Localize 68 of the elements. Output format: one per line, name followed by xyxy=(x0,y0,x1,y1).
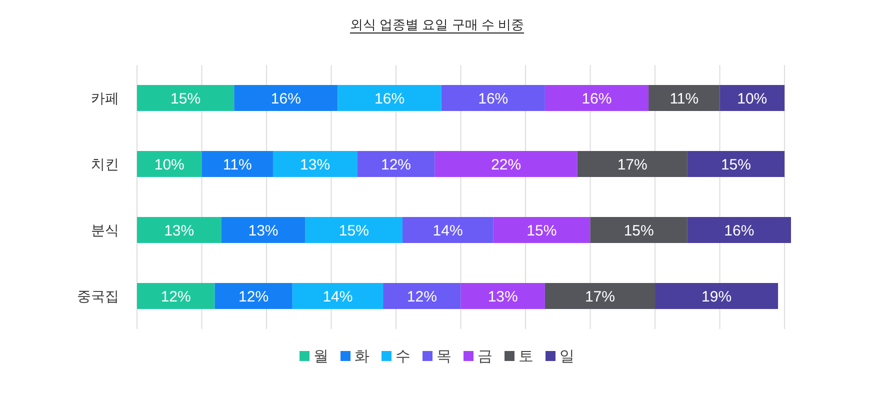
data-label: 17% xyxy=(617,156,648,174)
legend-label: 금 xyxy=(478,348,492,365)
data-label: 11% xyxy=(670,90,699,108)
bar xyxy=(687,217,791,243)
data-label: 10% xyxy=(154,156,184,174)
bar xyxy=(305,217,402,243)
bar xyxy=(214,283,292,309)
legend-label: 월 xyxy=(314,348,328,365)
legend-label: 목 xyxy=(436,348,452,365)
y-tick-label: 치킨 xyxy=(91,156,119,172)
bar xyxy=(687,151,785,177)
data-label: 15% xyxy=(526,222,557,240)
data-label: 13% xyxy=(248,222,278,240)
legend-label: 일 xyxy=(560,348,574,365)
data-label: 13% xyxy=(164,222,194,240)
bar xyxy=(544,85,649,111)
legend-label: 수 xyxy=(396,348,410,365)
legend-label: 화 xyxy=(354,348,370,365)
bar xyxy=(577,151,688,177)
bar xyxy=(292,283,384,309)
data-label: 16% xyxy=(270,90,301,108)
bar xyxy=(441,85,545,111)
data-label: 22% xyxy=(491,156,522,174)
bar xyxy=(402,217,494,243)
data-label: 10% xyxy=(737,90,768,108)
bar xyxy=(234,85,338,111)
data-label: 15% xyxy=(720,156,751,174)
data-label: 12% xyxy=(160,288,191,306)
bar xyxy=(221,217,306,243)
data-label: 15% xyxy=(170,90,201,108)
data-label: 16% xyxy=(374,90,405,108)
bar xyxy=(544,283,656,309)
y-tick-label: 분식 xyxy=(91,222,119,238)
data-label: 17% xyxy=(584,288,615,306)
bar xyxy=(137,217,222,243)
data-label: 15% xyxy=(338,222,369,240)
data-label: 12% xyxy=(380,156,412,174)
bar xyxy=(137,85,234,111)
data-label: 14% xyxy=(432,222,463,240)
chart-title: 외식 업종별 요일 구매 수 비중 xyxy=(350,17,524,32)
bar xyxy=(590,217,688,243)
bar xyxy=(720,85,785,111)
bar xyxy=(655,283,778,309)
data-label: 19% xyxy=(702,288,732,306)
bar xyxy=(648,85,720,111)
bar xyxy=(338,85,442,111)
data-label: 12% xyxy=(238,288,269,306)
legend-label: 토 xyxy=(518,348,534,365)
data-label: 15% xyxy=(624,222,654,240)
bar xyxy=(137,151,202,177)
bar xyxy=(434,151,578,177)
y-tick-label: 카페 xyxy=(91,90,119,106)
data-label: 16% xyxy=(724,222,754,240)
bar xyxy=(493,217,590,243)
data-label: 14% xyxy=(322,288,353,306)
data-label: 11% xyxy=(222,156,252,174)
data-label: 13% xyxy=(488,288,518,306)
bar xyxy=(137,283,215,309)
data-label: 12% xyxy=(406,288,437,306)
y-tick-label: 중국집 xyxy=(77,288,119,304)
bar xyxy=(202,151,273,177)
data-label: 13% xyxy=(300,156,330,174)
bar xyxy=(272,151,358,177)
data-label: 16% xyxy=(582,90,612,108)
bar xyxy=(460,283,545,309)
bar xyxy=(383,283,461,309)
data-label: 16% xyxy=(478,90,508,108)
bar xyxy=(357,151,435,177)
